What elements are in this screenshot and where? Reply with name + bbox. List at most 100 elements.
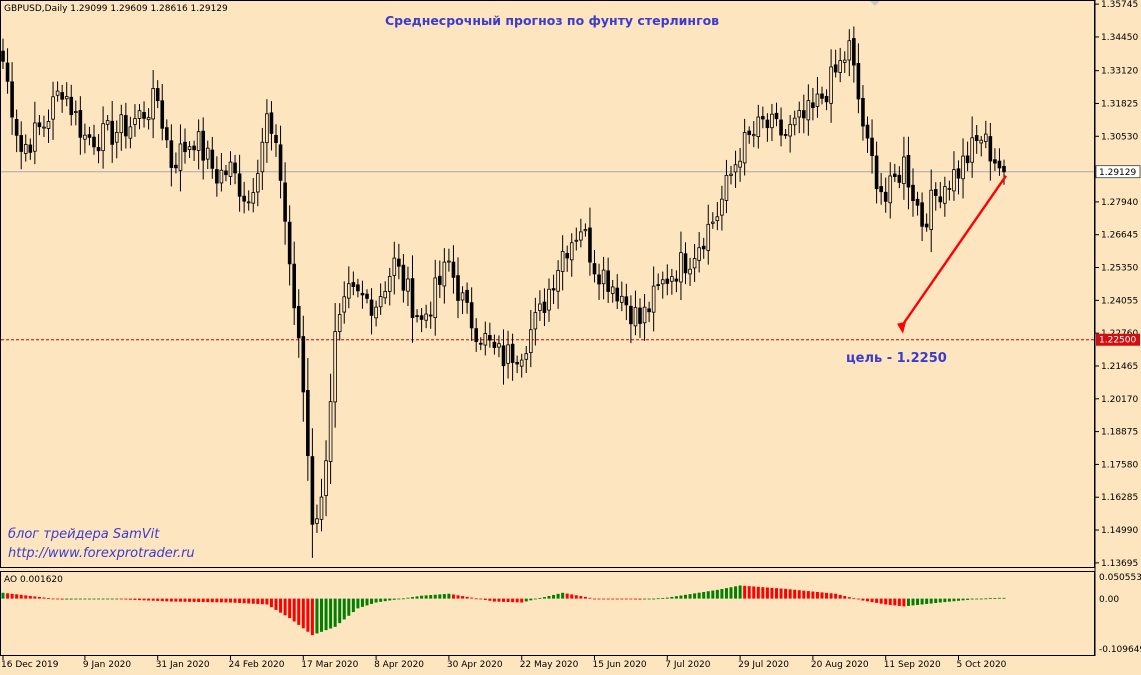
candle	[924, 213, 929, 232]
ao-bar-up	[92, 598, 96, 600]
candle	[610, 279, 615, 303]
ao-bar-down	[306, 598, 310, 632]
ao-bar-up	[397, 598, 401, 600]
ao-bar-down	[856, 598, 860, 600]
ao-bar-down	[852, 598, 856, 600]
time-tick-label: 8 Apr 2020	[374, 660, 424, 670]
chart-title: Среднесрочный прогноз по фунту стерлинго…	[385, 13, 719, 28]
candle-body-bull	[633, 307, 638, 327]
price-tick-label: 1.30530	[1101, 132, 1138, 142]
candle-body-bear	[164, 127, 169, 141]
ao-bar-up	[647, 598, 651, 600]
ao-bar-down	[579, 596, 583, 599]
ao-bar-up	[401, 598, 405, 600]
ao-bar-down	[465, 596, 469, 599]
ao-bar-down	[788, 589, 792, 599]
ao-bar-up	[943, 598, 947, 603]
ao-bar-up	[415, 596, 419, 599]
candle	[820, 86, 824, 105]
candle-body-bull	[815, 93, 820, 107]
candle	[242, 181, 246, 214]
candle-body-bull	[706, 223, 711, 251]
candle-body-bear	[419, 315, 424, 320]
price-tick-label: 1.24055	[1101, 296, 1138, 306]
candle	[78, 96, 83, 155]
candle	[788, 114, 792, 153]
ao-bar-up	[324, 598, 328, 631]
candle-body-bear	[988, 136, 993, 162]
candle-body-bull	[947, 188, 952, 190]
ao-bar-down	[820, 592, 824, 599]
candle-body-bear	[155, 88, 160, 102]
candle	[956, 160, 961, 195]
candle-body-bull	[788, 124, 792, 137]
candle	[920, 192, 924, 242]
candle-body-bull	[187, 146, 192, 150]
ao-bar-down	[593, 598, 596, 600]
ao-bar-down	[6, 593, 10, 599]
candle	[492, 334, 497, 355]
candle	[979, 135, 984, 157]
ao-bar-up	[83, 598, 87, 600]
candle	[720, 185, 724, 231]
ao-axis-zero: 0.00	[1099, 595, 1119, 605]
ao-bar-up	[338, 598, 342, 624]
time-tick-label: 5 Oct 2020	[957, 660, 1007, 670]
candle	[965, 141, 970, 172]
candle-body-bull	[392, 257, 397, 276]
ao-bar-down	[497, 598, 501, 602]
candle-body-bear	[169, 140, 174, 168]
scroll-marker-icon[interactable]	[870, 1, 880, 6]
candle-body-bear	[647, 308, 651, 313]
ao-bar-down	[461, 596, 465, 599]
candle-body-bull	[660, 279, 665, 285]
candle	[133, 104, 137, 137]
candle	[46, 109, 51, 143]
candle-body-bear	[14, 119, 19, 136]
candle	[146, 108, 151, 130]
candle	[283, 162, 287, 245]
ao-bar-up	[711, 590, 715, 599]
candle	[897, 166, 902, 189]
ao-bar-up	[911, 598, 915, 606]
candle-body-bear	[78, 110, 83, 138]
candle-body-bear	[201, 130, 206, 161]
candle-body-bear	[615, 287, 620, 302]
candle	[228, 151, 233, 186]
candle	[701, 237, 706, 259]
candle	[110, 100, 115, 163]
time-tick-label: 16 Dec 2019	[1, 660, 59, 670]
candle-body-bull	[547, 288, 551, 311]
candle	[456, 257, 460, 319]
candle-body-bull	[146, 117, 151, 121]
ao-bar-up	[643, 598, 647, 600]
ao-bar-up	[424, 595, 428, 599]
candle-body-bear	[924, 223, 929, 228]
ao-bar-up	[702, 591, 706, 599]
candle	[629, 295, 633, 344]
candle	[506, 330, 510, 379]
time-tick-label: 15 Jun 2020	[593, 660, 647, 670]
ao-bar-down	[470, 597, 474, 599]
candle-body-bull	[533, 312, 538, 330]
candle	[292, 241, 296, 325]
ao-bar-down	[838, 594, 842, 599]
candle	[556, 260, 560, 309]
ao-bar-up	[970, 598, 974, 600]
ao-bar-up	[524, 598, 528, 602]
time-axis: 16 Dec 2019 9 Jan 2020 31 Jan 2020 24 Feb 2…	[1, 656, 1007, 670]
ao-bar-up	[674, 596, 678, 599]
time-tick-label: 22 May 2020	[520, 660, 579, 670]
candle-body-bear	[397, 258, 401, 267]
candle	[751, 121, 756, 148]
ao-bar-up	[87, 598, 91, 600]
ao-bar-down	[229, 598, 232, 603]
candle-body-bull	[101, 123, 105, 151]
ao-bar-up	[697, 592, 701, 599]
ao-bar-down	[570, 594, 574, 599]
ao-bar-down	[42, 597, 46, 599]
candle-body-bull	[751, 134, 756, 137]
candle	[246, 190, 251, 211]
candle-body-bull	[114, 131, 119, 143]
